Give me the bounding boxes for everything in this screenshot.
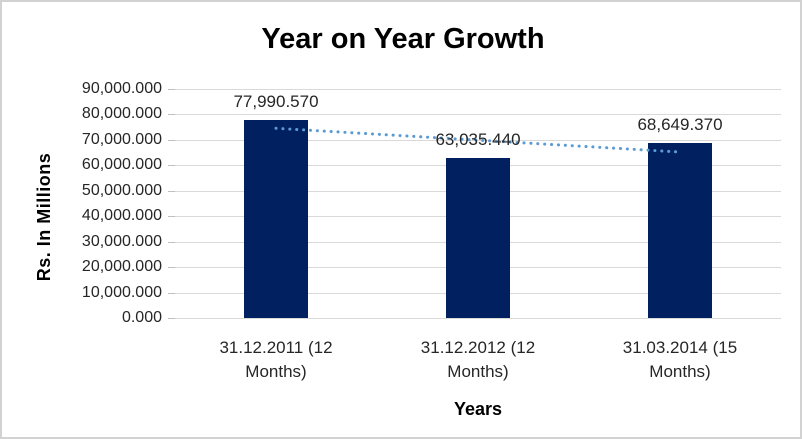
y-axis-tick <box>168 191 175 192</box>
gridline <box>175 318 781 319</box>
y-tick-label: 40,000.000 <box>81 207 162 224</box>
bar <box>446 157 510 318</box>
y-tick-label: 90,000.000 <box>81 80 162 97</box>
x-category-label: 31.03.2014 (15 Months) <box>622 338 738 381</box>
y-axis-tick <box>168 216 175 217</box>
x-axis-title: Years <box>453 399 503 419</box>
y-axis-tick <box>168 165 175 166</box>
y-axis-tick <box>168 140 175 141</box>
y-tick-label: 30,000.000 <box>81 233 162 250</box>
y-axis-tick <box>168 89 175 90</box>
y-axis-tick <box>168 318 175 319</box>
gridline <box>175 114 781 115</box>
y-tick-label: 0.000 <box>121 309 162 326</box>
bar <box>244 119 308 318</box>
x-category-label: 31.12.2011 (12 Months) <box>219 338 333 381</box>
y-tick-label: 70,000.000 <box>81 131 162 148</box>
bar-data-label: 63,035.440 <box>435 129 521 149</box>
bar <box>648 143 712 318</box>
y-axis-tick <box>168 114 175 115</box>
gridline <box>175 89 781 90</box>
y-axis-tick <box>168 242 175 243</box>
y-tick-label: 60,000.000 <box>81 156 162 173</box>
y-tick-label: 10,000.000 <box>81 284 162 301</box>
y-tick-label: 80,000.000 <box>81 105 162 122</box>
y-axis-tick <box>168 293 175 294</box>
bar-data-label: 68,649.370 <box>637 115 723 135</box>
y-axis-tick <box>168 267 175 268</box>
x-category-label: 31.12.2012 (12 Months) <box>420 338 536 381</box>
chart-title: Year on Year Growth <box>261 23 545 55</box>
bar-data-label: 77,990.570 <box>233 91 319 111</box>
y-tick-label: 20,000.000 <box>81 258 162 275</box>
y-tick-label: 50,000.000 <box>81 182 162 199</box>
